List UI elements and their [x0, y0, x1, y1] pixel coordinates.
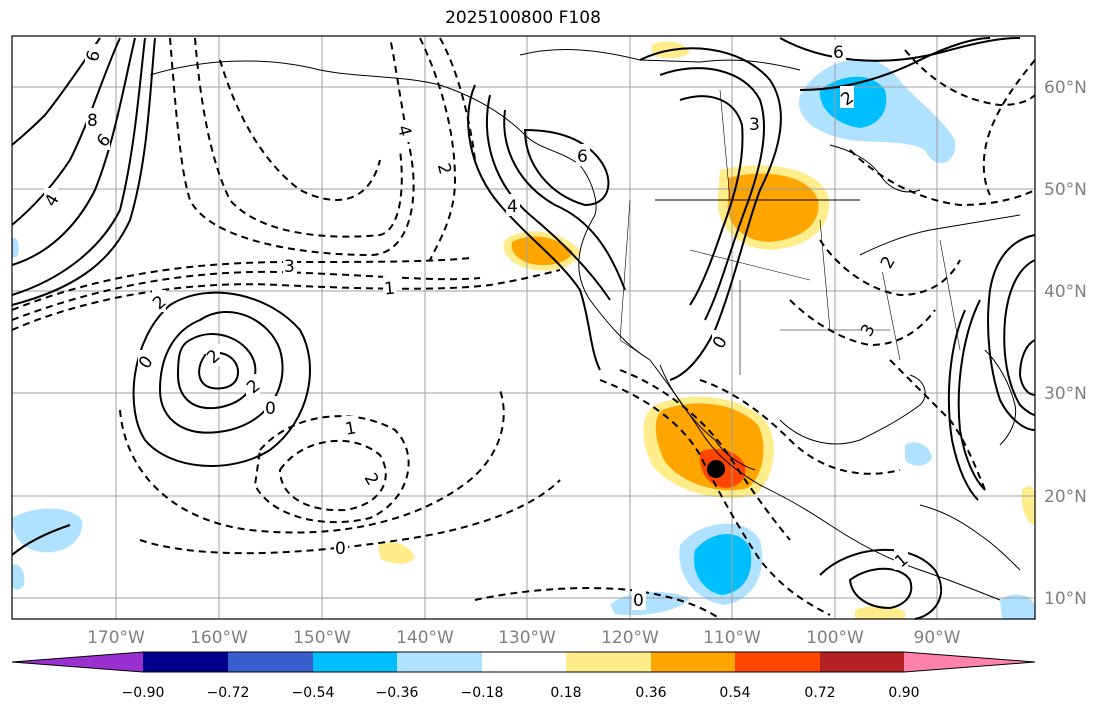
- lon-label-170w: 170°W: [87, 628, 145, 648]
- lat-axis: 60°N 50°N 40°N 30°N 20°N 10°N: [1044, 78, 1087, 609]
- solid-label-6c: 6: [577, 147, 588, 167]
- plot-frame: [11, 35, 1036, 620]
- shade-spot-5: [905, 442, 932, 466]
- shaded-anomalies: [12, 41, 1035, 619]
- dashed-label-1a: 1: [383, 279, 396, 300]
- colorbar-over: [904, 652, 1035, 672]
- colorbar-seg-2: [228, 652, 313, 672]
- lon-label-150w: 150°W: [293, 628, 351, 648]
- shade-spot-6: [1000, 594, 1035, 619]
- cb-tick-10: 0.90: [888, 685, 919, 701]
- cb-tick-3: −0.54: [292, 685, 335, 701]
- lon-label-160w: 160°W: [190, 628, 248, 648]
- lat-label-20n: 20°N: [1044, 487, 1087, 507]
- cb-tick-6: 0.18: [550, 685, 581, 701]
- solid-contour-labels: 6 8 6 4 6 4 3 2 2 2 0 1 0 6: [41, 40, 912, 572]
- dashed-contours: [11, 37, 1036, 620]
- dashed-contour-labels: 4 2 3 1 2 0 1 2 0 2 3 0: [135, 120, 900, 611]
- dashed-label-3: 3: [284, 257, 295, 277]
- lat-label-60n: 60°N: [1044, 78, 1087, 98]
- lat-label-40n: 40°N: [1044, 282, 1087, 302]
- cb-tick-8: 0.54: [719, 685, 750, 701]
- lon-label-110w: 110°W: [703, 628, 761, 648]
- solid-label-6d: 6: [833, 43, 844, 63]
- shade-epac-mid: [694, 533, 752, 595]
- cb-tick-4: −0.36: [376, 685, 419, 701]
- shade-spot-1: [378, 542, 415, 564]
- solid-label-0a: 0: [265, 399, 276, 419]
- colorbar-seg-1: [143, 652, 228, 672]
- shade-spot-4: [855, 605, 905, 619]
- graticule: [12, 36, 1035, 619]
- solid-label-4b: 4: [507, 197, 518, 217]
- lon-axis: 170°W 160°W 150°W 140°W 130°W 120°W 110°…: [87, 628, 961, 648]
- lon-label-90w: 90°W: [914, 628, 961, 648]
- colorbar-seg-7: [651, 652, 735, 672]
- lon-label-130w: 130°W: [498, 628, 556, 648]
- shade-wpac-light: [12, 508, 83, 553]
- lon-label-100w: 100°W: [806, 628, 864, 648]
- colorbar-seg-6: [566, 652, 651, 672]
- solid-label-8: 8: [87, 111, 98, 131]
- cb-tick-7: 0.36: [635, 685, 666, 701]
- shade-wpac-left: [12, 564, 25, 590]
- colorbar-seg-5: [482, 652, 566, 672]
- colorbar-seg-8: [735, 652, 820, 672]
- location-marker: [707, 460, 725, 478]
- lat-label-50n: 50°N: [1044, 180, 1087, 200]
- dashed-label-1b: 1: [344, 418, 358, 440]
- cb-tick-9: 0.72: [804, 685, 835, 701]
- dashed-label-2a: 2: [433, 161, 455, 177]
- colorbar-seg-3: [313, 652, 397, 672]
- dashed-label-0b: 0: [335, 539, 346, 559]
- colorbar-seg-4: [397, 652, 482, 672]
- colorbar-seg-9: [820, 652, 904, 672]
- lat-label-10n: 10°N: [1044, 589, 1087, 609]
- colorbar: −0.90 −0.72 −0.54 −0.36 −0.18 0.18 0.36 …: [11, 651, 1036, 701]
- dashed-label-4: 4: [393, 123, 415, 139]
- dashed-label-0c: 0: [633, 591, 644, 611]
- shade-canada-mid: [727, 173, 819, 242]
- lon-label-120w: 120°W: [601, 628, 659, 648]
- cb-tick-2: −0.72: [207, 685, 250, 701]
- cb-tick-5: −0.18: [461, 685, 504, 701]
- lon-label-140w: 140°W: [396, 628, 454, 648]
- lat-label-30n: 30°N: [1044, 384, 1087, 404]
- shade-spot-7: [12, 237, 19, 258]
- solid-label-6a: 6: [83, 48, 105, 64]
- solid-contours: [11, 37, 1036, 620]
- map-title: 2025100800 F108: [445, 8, 601, 28]
- solid-label-3: 3: [749, 115, 760, 135]
- cb-tick-1: −0.90: [122, 685, 165, 701]
- colorbar-under: [12, 652, 143, 672]
